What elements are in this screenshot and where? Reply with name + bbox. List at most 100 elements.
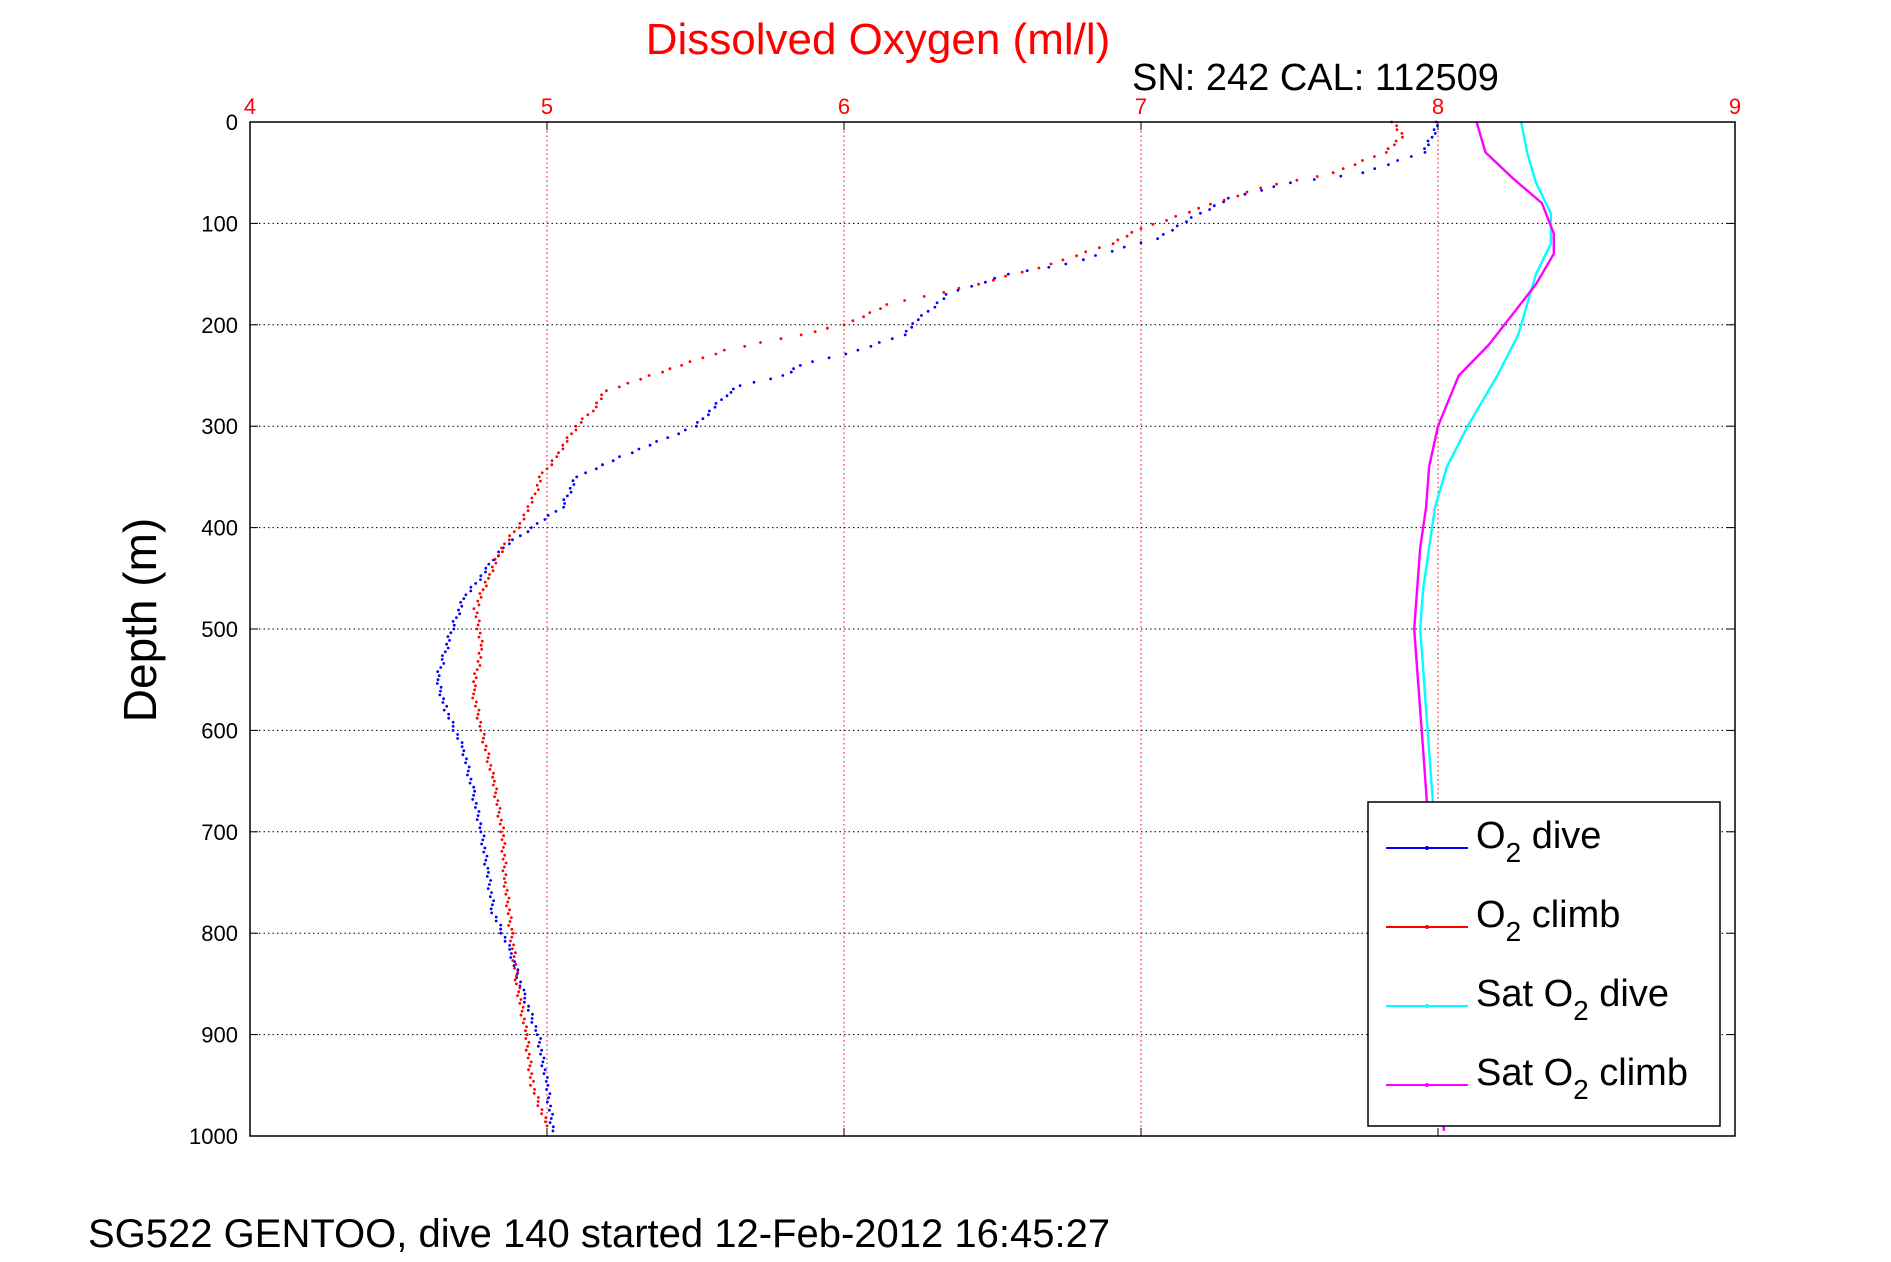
data-point bbox=[1409, 155, 1413, 158]
data-point bbox=[460, 604, 464, 608]
data-point bbox=[957, 286, 961, 290]
data-point bbox=[1212, 204, 1216, 208]
data-point bbox=[1289, 181, 1292, 185]
data-point bbox=[476, 814, 480, 817]
data-point bbox=[890, 337, 894, 341]
data-point bbox=[570, 432, 573, 436]
data-point bbox=[436, 670, 440, 673]
data-point bbox=[1430, 135, 1434, 139]
data-point bbox=[490, 911, 494, 915]
data-point bbox=[1188, 210, 1191, 214]
data-point bbox=[536, 1104, 540, 1107]
data-point bbox=[540, 1108, 544, 1111]
data-point bbox=[502, 885, 506, 888]
data-point bbox=[474, 676, 478, 680]
data-point bbox=[515, 974, 518, 978]
data-point bbox=[537, 475, 541, 479]
data-point bbox=[911, 322, 915, 325]
data-point bbox=[920, 314, 923, 317]
data-point bbox=[1111, 242, 1115, 246]
data-point bbox=[519, 1013, 523, 1017]
data-point bbox=[528, 1064, 532, 1068]
data-point bbox=[548, 1092, 552, 1095]
data-point bbox=[725, 394, 729, 398]
data-point bbox=[491, 775, 494, 779]
data-point bbox=[1226, 196, 1230, 200]
data-point bbox=[484, 566, 488, 570]
data-point bbox=[505, 888, 509, 892]
x-tick-label: 4 bbox=[244, 94, 256, 119]
data-point bbox=[565, 436, 569, 439]
data-point bbox=[442, 697, 445, 701]
data-point bbox=[496, 814, 500, 818]
y-tick-label: 900 bbox=[201, 1023, 238, 1048]
data-point bbox=[515, 982, 518, 986]
data-point bbox=[539, 479, 542, 483]
y-tick-label: 400 bbox=[201, 516, 238, 541]
data-point bbox=[501, 550, 504, 554]
data-point bbox=[514, 963, 518, 966]
data-point bbox=[460, 741, 464, 744]
data-point bbox=[563, 502, 566, 505]
data-point bbox=[523, 1000, 526, 1004]
data-point bbox=[527, 1004, 530, 1008]
data-point bbox=[487, 752, 491, 756]
data-point bbox=[493, 795, 496, 799]
data-point bbox=[522, 988, 526, 992]
data-point bbox=[508, 908, 511, 912]
data-point bbox=[557, 451, 560, 455]
data-point bbox=[480, 639, 484, 643]
data-point bbox=[447, 712, 451, 716]
data-point bbox=[547, 1108, 551, 1112]
data-point bbox=[466, 773, 469, 777]
data-point bbox=[572, 483, 576, 486]
data-point bbox=[759, 341, 762, 344]
data-point bbox=[447, 716, 451, 720]
data-point bbox=[666, 436, 670, 439]
data-point bbox=[618, 455, 621, 458]
data-point bbox=[701, 417, 705, 420]
data-point bbox=[546, 1100, 549, 1104]
data-point bbox=[519, 980, 522, 984]
data-point bbox=[1373, 155, 1376, 158]
series-1 bbox=[471, 120, 1404, 1128]
data-point bbox=[551, 1112, 554, 1116]
data-point bbox=[446, 646, 450, 650]
data-point bbox=[539, 1037, 542, 1040]
data-point bbox=[1020, 270, 1024, 274]
data-point bbox=[436, 678, 440, 682]
data-point bbox=[1432, 128, 1436, 132]
data-point bbox=[696, 421, 699, 424]
data-point bbox=[1084, 250, 1088, 254]
data-point bbox=[1260, 189, 1263, 192]
data-point bbox=[469, 589, 473, 593]
data-point bbox=[493, 557, 497, 561]
data-point bbox=[532, 1080, 535, 1083]
data-point bbox=[1185, 220, 1188, 224]
data-point bbox=[489, 879, 492, 882]
legend-label: O2 dive bbox=[1476, 815, 1601, 868]
data-point bbox=[600, 393, 603, 397]
data-point bbox=[1386, 147, 1390, 151]
data-point bbox=[1423, 147, 1426, 151]
data-point bbox=[518, 522, 522, 525]
data-point bbox=[461, 753, 465, 757]
data-point bbox=[792, 367, 795, 371]
data-point bbox=[530, 496, 534, 500]
data-point bbox=[527, 1068, 530, 1072]
legend-box bbox=[1367, 801, 1721, 1127]
data-point bbox=[683, 428, 687, 432]
data-point bbox=[518, 986, 522, 990]
data-point bbox=[479, 578, 482, 581]
data-point bbox=[1433, 132, 1437, 135]
series-0 bbox=[435, 120, 1439, 1133]
data-point bbox=[507, 924, 510, 927]
data-point bbox=[529, 1060, 533, 1064]
data-point bbox=[1272, 185, 1276, 189]
data-point bbox=[526, 1008, 530, 1012]
data-point bbox=[743, 344, 747, 348]
data-point bbox=[509, 916, 513, 919]
data-point bbox=[555, 455, 559, 458]
data-point bbox=[842, 323, 846, 327]
data-point bbox=[1401, 135, 1404, 139]
